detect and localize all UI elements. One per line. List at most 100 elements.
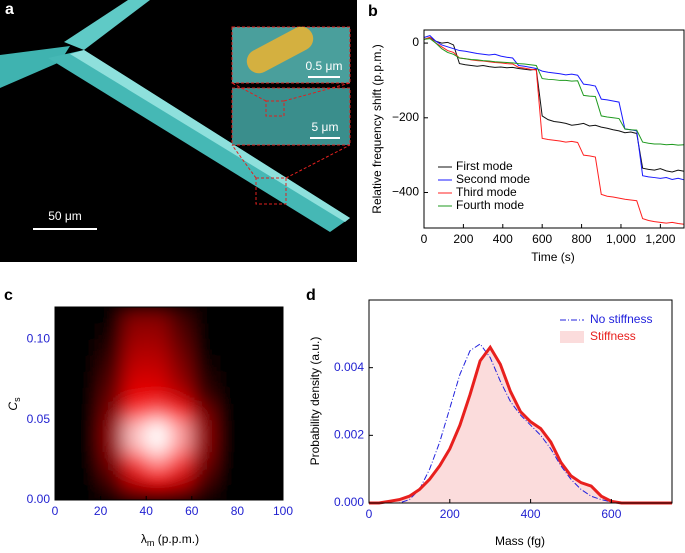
heatmap-cell [260, 483, 283, 500]
heatmap-cell [260, 387, 283, 404]
support-bar [64, 0, 150, 50]
heatmap-cell [123, 323, 147, 340]
heatmap-cell [55, 387, 79, 404]
heatmap-cell [191, 451, 216, 469]
panel-label: d [306, 287, 316, 304]
plot-frame [423, 29, 685, 229]
panel-label: c [4, 287, 13, 304]
x-tick-label: 1,000 [606, 232, 636, 246]
label-part: (p.p.m.) [154, 532, 199, 546]
heatmap-cell [214, 483, 238, 500]
label-part: s [12, 397, 22, 402]
y-tick-label: 0.00 [27, 492, 51, 506]
heatmap-cell [55, 307, 79, 324]
heatmap-cell [169, 339, 193, 356]
heatmap-cell [77, 435, 102, 453]
plot-frame [54, 306, 284, 501]
panel-label: a [5, 1, 14, 18]
series-line [423, 36, 685, 173]
heatmap-cell [77, 371, 102, 388]
y-tick-label: −400 [392, 185, 419, 199]
x-axis-title: Mass (fg) [495, 534, 545, 548]
y-axis-title: Probability density (a.u.) [308, 337, 322, 466]
heatmap-cell [77, 355, 102, 372]
heatmap-cell [191, 339, 216, 356]
heatmap-cell [100, 451, 124, 469]
heatmap-cell [214, 387, 238, 404]
heatmap-cell [146, 403, 170, 421]
heatmap-cell [55, 355, 79, 372]
x-tick-label: 200 [440, 507, 460, 521]
heatmap-cell [100, 339, 124, 356]
legend-label: Second mode [456, 172, 530, 186]
heatmap-cell [146, 307, 170, 324]
legend-label: Stiffness [590, 329, 636, 343]
heatmap-cell [260, 419, 283, 437]
zoom-line [285, 144, 351, 179]
cantilever-edge [70, 50, 350, 222]
heatmap-cell [55, 323, 79, 340]
heatmap-cell [169, 371, 193, 388]
bacterium [246, 26, 314, 74]
legend-label: Fourth mode [456, 198, 524, 212]
heatmap-cell [237, 451, 261, 469]
heatmap-cell [191, 403, 216, 421]
heatmap-cell [100, 467, 124, 485]
heatmap-cell [214, 323, 238, 340]
heatmap-cell [260, 467, 283, 485]
legend-swatch [560, 331, 584, 343]
sem-image: a 0.5 μm 5 μm 50 μm [0, 0, 357, 262]
heatmap-cell [191, 483, 216, 500]
x-tick-label: 400 [521, 507, 541, 521]
heatmap-cell [55, 451, 79, 469]
heatmap-cell [191, 323, 216, 340]
label-part: m [147, 538, 155, 548]
label-part: C [6, 402, 20, 411]
zoom-line [283, 82, 351, 102]
heatmap-cell [237, 387, 261, 404]
heatmap-cell [260, 339, 283, 356]
y-tick-label: 0.000 [334, 495, 364, 509]
x-tick-label: 1,200 [645, 232, 675, 246]
heatmap-cell [214, 419, 238, 437]
heatmap-cell [146, 387, 170, 404]
series-line [423, 35, 685, 181]
heatmap-cell [237, 371, 261, 388]
heatmap-cell [214, 451, 238, 469]
y-tick-label: 0.10 [27, 331, 51, 345]
heatmap-cell [214, 355, 238, 372]
heatmap-cell [214, 339, 238, 356]
heatmap-cell [146, 451, 170, 469]
heatmap-cell [237, 403, 261, 421]
y-tick-label: 0.002 [334, 428, 364, 442]
heatmap-cell [260, 323, 283, 340]
heatmap-cell [77, 339, 102, 356]
heatmap-cell [123, 483, 147, 500]
x-axis-title: λm (p.p.m.) [141, 532, 199, 548]
heatmap-cell [169, 355, 193, 372]
x-tick-label: 0 [52, 504, 59, 518]
zoom-box [255, 177, 287, 205]
x-tick-label: 400 [493, 232, 513, 246]
heatmap-cell [100, 483, 124, 500]
x-tick-label: 200 [453, 232, 473, 246]
heatmap-cell [237, 323, 261, 340]
x-tick-label: 600 [532, 232, 552, 246]
heatmap-cell [191, 355, 216, 372]
heatmap-cell [169, 387, 193, 404]
series-line [423, 38, 685, 146]
x-tick-label: 80 [231, 504, 245, 518]
plot-frame [368, 299, 673, 504]
heatmap-cell [55, 403, 79, 421]
heatmap-cell [146, 435, 170, 453]
heatmap-cell [123, 371, 147, 388]
x-tick-label: 60 [185, 504, 199, 518]
heatmap-cell [191, 307, 216, 324]
heatmap-cell [146, 467, 170, 485]
heatmap-cell [146, 323, 170, 340]
heatmap-cell [237, 435, 261, 453]
heatmap-cell [260, 451, 283, 469]
heatmap-cell [191, 419, 216, 437]
heatmap-cell [260, 307, 283, 324]
